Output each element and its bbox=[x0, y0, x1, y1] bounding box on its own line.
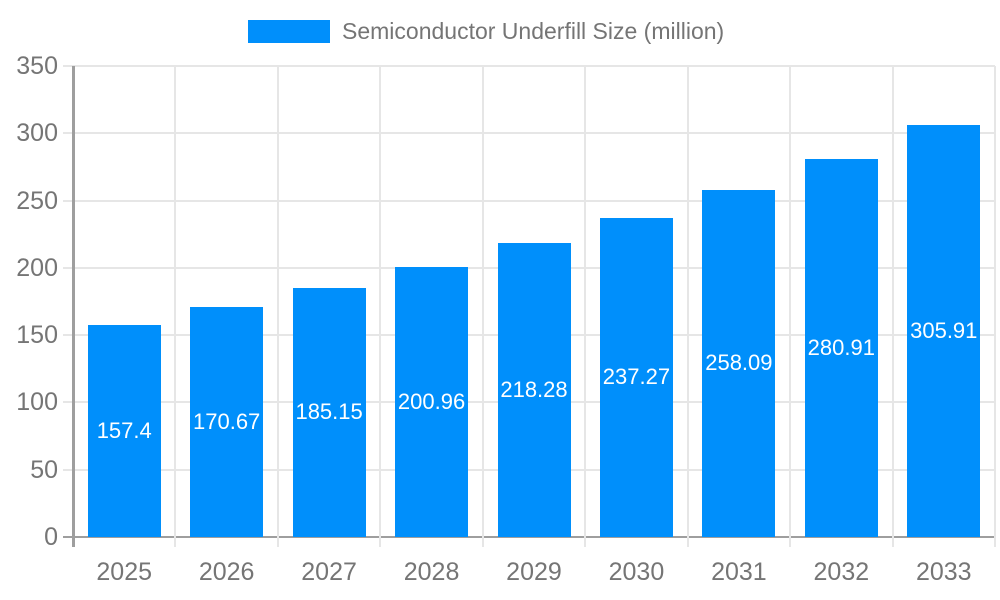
zero-gridline bbox=[63, 536, 995, 538]
x-tick-label: 2025 bbox=[96, 558, 153, 586]
x-gridline bbox=[994, 66, 996, 547]
bar-2032[interactable]: 280.91 bbox=[804, 158, 878, 537]
y-tick-label: 100 bbox=[16, 388, 58, 417]
x-gridline bbox=[174, 66, 177, 547]
x-gridline bbox=[686, 66, 689, 547]
x-tick-label: 2032 bbox=[813, 558, 870, 586]
bar-2030[interactable]: 237.27 bbox=[599, 217, 673, 537]
legend-swatch bbox=[248, 20, 330, 43]
bar-value-label: 185.15 bbox=[295, 399, 363, 425]
x-tick-label: 2026 bbox=[198, 558, 255, 586]
y-tick-label: 250 bbox=[16, 186, 58, 215]
bar-2027[interactable]: 185.15 bbox=[292, 287, 366, 537]
bar-value-label: 237.27 bbox=[602, 364, 671, 390]
y-axis-line bbox=[72, 66, 75, 547]
y-tick-label: 300 bbox=[16, 119, 58, 148]
x-tick-label: 2028 bbox=[403, 558, 460, 586]
bar-value-label: 200.96 bbox=[397, 388, 466, 414]
x-gridline bbox=[891, 66, 894, 547]
x-gridline bbox=[481, 66, 484, 547]
y-tick-label: 200 bbox=[16, 253, 58, 282]
y-tick-label: 350 bbox=[16, 52, 58, 80]
x-gridline bbox=[276, 66, 279, 547]
bar-2033[interactable]: 305.91 bbox=[907, 125, 981, 537]
y-gridline bbox=[63, 65, 995, 67]
x-tick-label: 2029 bbox=[506, 558, 562, 586]
chart-legend[interactable]: Semiconductor Underfill Size (million) bbox=[248, 18, 724, 45]
bar-2026[interactable]: 170.67 bbox=[190, 307, 264, 537]
bar-2029[interactable]: 218.28 bbox=[497, 243, 571, 537]
bar-value-label: 258.09 bbox=[705, 350, 773, 376]
bar-value-label: 170.67 bbox=[193, 409, 261, 435]
y-gridline bbox=[63, 132, 995, 135]
bar-2025[interactable]: 157.4 bbox=[87, 325, 161, 537]
y-tick-label: 0 bbox=[44, 523, 58, 551]
x-tick-label: 2030 bbox=[608, 558, 665, 586]
x-gridline bbox=[789, 66, 792, 547]
x-tick-label: 2033 bbox=[915, 558, 972, 586]
legend-label: Semiconductor Underfill Size (million) bbox=[342, 18, 725, 44]
bar-value-label: 280.91 bbox=[807, 334, 875, 360]
bar-2031[interactable]: 258.09 bbox=[702, 189, 776, 537]
y-gridline bbox=[63, 199, 995, 202]
y-tick-label: 150 bbox=[16, 321, 58, 350]
x-gridline bbox=[584, 66, 587, 547]
y-tick-label: 50 bbox=[30, 455, 58, 484]
bar-value-label: 305.91 bbox=[910, 318, 978, 344]
x-gridline bbox=[379, 66, 382, 547]
x-tick-label: 2031 bbox=[711, 558, 767, 586]
x-tick-label: 2027 bbox=[301, 558, 357, 586]
bar-2028[interactable]: 200.96 bbox=[395, 266, 469, 537]
bar-value-label: 157.4 bbox=[96, 418, 152, 444]
bar-value-label: 218.28 bbox=[500, 377, 568, 403]
